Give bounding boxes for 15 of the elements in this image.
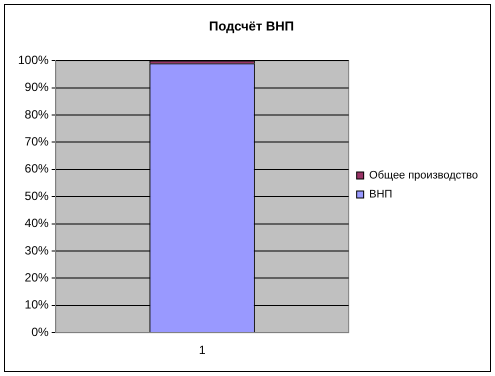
y-tick-label: 20% — [24, 270, 50, 285]
chart-title: Подсчёт ВНП — [209, 18, 294, 34]
y-tick-label: 90% — [24, 80, 50, 94]
y-tick-label: 40% — [24, 216, 50, 230]
y-tick-label: 10% — [24, 298, 50, 312]
y-tick-label: 50% — [24, 188, 50, 203]
legend-label: Общее производство — [369, 170, 478, 182]
y-tick-label: 80% — [24, 107, 50, 122]
y-tick-label: 70% — [24, 134, 50, 149]
legend-label: ВНП — [369, 188, 392, 201]
y-tick-label: 100% — [18, 52, 50, 67]
y-tick-label: 0% — [31, 324, 50, 339]
y-tick-label: 30% — [24, 243, 50, 258]
y-tick-label: 60% — [24, 162, 50, 176]
x-tick-label: 1 — [198, 343, 206, 358]
